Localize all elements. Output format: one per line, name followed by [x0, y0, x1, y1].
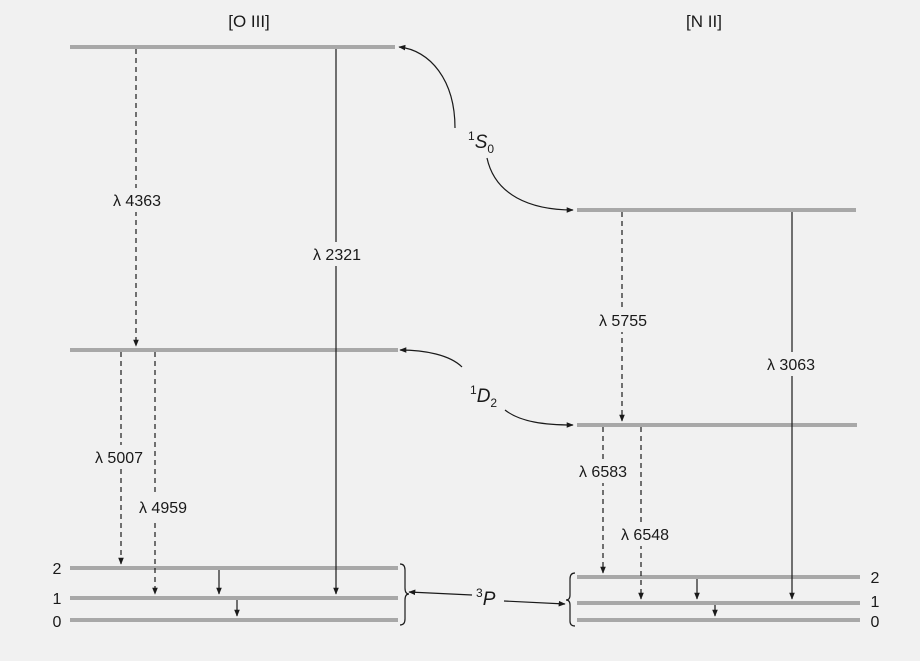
term-1d2: 1D2 — [470, 383, 497, 410]
d2-connector-lower — [504, 409, 574, 428]
oiii-5007-label-group: λ 5007 — [84, 445, 154, 469]
p3-connector-left — [408, 589, 473, 596]
term-3p: 3P — [476, 586, 496, 610]
nii-j1-label: 1 — [871, 594, 880, 611]
oiii-4363-label: λ 4363 — [113, 193, 161, 210]
nii-5755-label: λ 5755 — [599, 313, 647, 330]
oiii-5007-label: λ 5007 — [95, 450, 143, 467]
oiii-4959-label: λ 4959 — [139, 500, 187, 517]
oiii-2321-label: λ 2321 — [313, 247, 361, 264]
nii-3063-label: λ 3063 — [767, 357, 815, 374]
oiii-j2-label: 2 — [53, 561, 62, 578]
nii-5755-label-group: λ 5755 — [588, 308, 658, 332]
nii-6583-label: λ 6583 — [579, 464, 627, 481]
s0-connector-upper — [398, 44, 456, 129]
nii-6548-label: λ 6548 — [621, 527, 669, 544]
oiii-4959-label-group: λ 4959 — [130, 495, 196, 519]
oiii-2321-label-group: λ 2321 — [304, 242, 368, 266]
nii-header: [N II] — [686, 12, 722, 31]
oiii-header: [O III] — [228, 12, 270, 31]
p3-connector-right — [503, 600, 566, 607]
term-1s0: 1S0 — [468, 129, 494, 156]
nii-6583-label-group: λ 6583 — [570, 459, 636, 483]
nii-j0-label: 0 — [871, 614, 880, 631]
oiii-3p-brace — [399, 563, 410, 626]
s0-connector-lower — [486, 157, 574, 213]
oiii-j0-label: 0 — [53, 614, 62, 631]
nii-6548-label-group: λ 6548 — [612, 522, 678, 546]
nii-3063-label-group: λ 3063 — [756, 352, 826, 376]
nii-j2-label: 2 — [871, 570, 880, 587]
d2-connector-upper — [399, 347, 463, 368]
nii-3p-brace — [565, 572, 576, 627]
oiii-4363-label-group: λ 4363 — [104, 188, 166, 212]
oiii-j1-label: 1 — [53, 591, 62, 608]
